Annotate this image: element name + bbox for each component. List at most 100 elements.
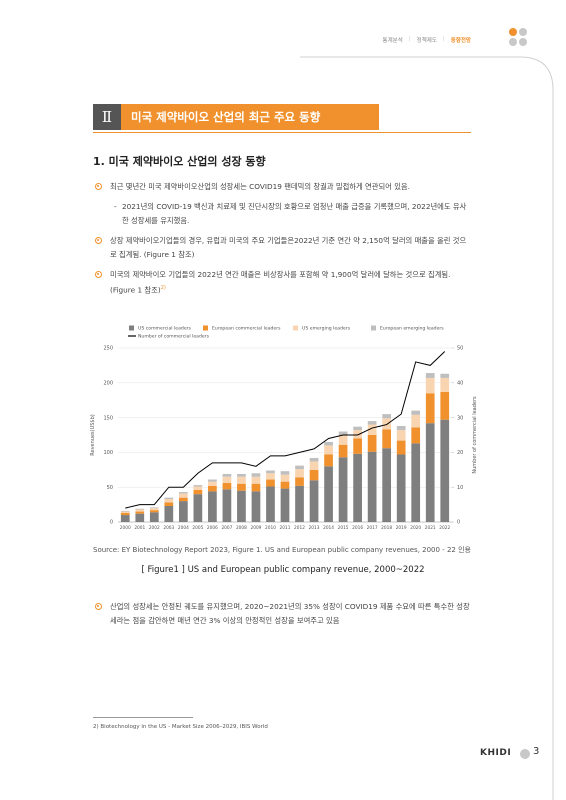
- legend-label: European commercial leaders: [212, 326, 281, 332]
- y-tick-label: 50: [107, 485, 113, 491]
- bar-segment: [295, 477, 304, 486]
- nav-item[interactable]: 정책제도: [416, 38, 437, 44]
- bar-segment: [222, 483, 232, 490]
- bar-segment: [222, 473, 232, 477]
- x-tick-label: 2008: [236, 525, 247, 531]
- y2-tick-label: 0: [457, 520, 460, 526]
- bar-segment: [164, 499, 174, 503]
- legend-label: European emerging leaders: [380, 326, 444, 332]
- bar-segment: [120, 511, 130, 513]
- x-tick-label: 2018: [381, 525, 392, 531]
- bar-segment: [411, 414, 421, 428]
- bar-segment: [178, 497, 188, 502]
- bar-segment: [135, 511, 145, 514]
- bar-segment: [411, 427, 421, 444]
- bar-segment: [222, 476, 232, 484]
- bar-segment: [120, 512, 130, 516]
- x-tick-label: 2022: [439, 525, 450, 531]
- x-tick-label: 2020: [410, 525, 421, 531]
- bar-segment: [324, 445, 333, 455]
- bar-segment: [309, 461, 319, 470]
- bar-segment: [149, 512, 159, 522]
- y2-tick-label: 50: [457, 346, 463, 352]
- logo: KHIDI: [480, 748, 512, 758]
- legend-swatch: [293, 325, 298, 331]
- bar-segment: [251, 491, 261, 522]
- bar-segment: [382, 418, 392, 430]
- bar-segment: [411, 410, 421, 415]
- deco-dot: [519, 38, 527, 46]
- bar-segment: [237, 483, 246, 491]
- x-tick-label: 2014: [323, 525, 334, 531]
- bar-segment: [193, 494, 203, 522]
- bar-segment: [135, 508, 145, 510]
- bar-segment: [353, 426, 362, 431]
- figure-caption: [ Figure1 ] US and European public compa…: [141, 565, 425, 575]
- x-tick-label: 2012: [294, 525, 305, 531]
- y-tick-label: 150: [103, 415, 113, 421]
- bar-segment: [396, 440, 406, 455]
- bar-segment: [208, 481, 217, 486]
- x-tick-label: 2016: [352, 525, 363, 531]
- bar-segment: [149, 510, 159, 513]
- bar-segment: [309, 457, 319, 462]
- chart: US commercial leaders European commercial…: [90, 325, 478, 531]
- bar-segment: [120, 510, 130, 512]
- bar-segment: [396, 430, 406, 441]
- page-dot: [520, 749, 530, 759]
- bar-segment: [237, 473, 246, 477]
- bar-segment: [338, 435, 348, 445]
- legend-swatch: [371, 325, 376, 331]
- bullet: 미국의 제약바이오 기업들의 2022년 연간 매출은 비상장사를 포함해 약 …: [95, 268, 470, 296]
- footnote-ref[interactable]: 2): [160, 284, 166, 291]
- legend-label: Number of commercial leaders: [138, 334, 210, 340]
- legend-label: US emerging leaders: [302, 326, 351, 332]
- bar-segment: [396, 454, 406, 522]
- x-tick-label: 2002: [149, 525, 160, 531]
- bullet-icon: [95, 183, 102, 190]
- bar-segment: [178, 493, 188, 498]
- page-border: [300, 56, 554, 800]
- bar-segment: [338, 431, 348, 435]
- bar-segment: [178, 501, 188, 522]
- bar-segment: [251, 473, 261, 477]
- y-tick-label: 0: [110, 520, 113, 526]
- bar-segment: [164, 505, 174, 522]
- bullet-text: 상장 제약바이오기업들의 경우, 유럽과 미국의 주요 기업들은2022년 기준…: [110, 236, 467, 259]
- bar-segment: [382, 414, 392, 419]
- y2-axis-label: Number of commercial leaders: [472, 396, 478, 474]
- y-tick-label: 100: [103, 450, 113, 456]
- bar-segment: [120, 515, 130, 522]
- section-title: 미국 제약바이오 산업의 최근 주요 동향: [121, 104, 379, 130]
- bar-segment: [222, 489, 232, 522]
- bar-segment: [193, 486, 203, 490]
- bar-segment: [411, 443, 421, 522]
- bullet-text: 미국의 제약바이오 기업들의 2022년 연간 매출은 비상장사를 포함해 약 …: [110, 270, 451, 294]
- x-tick-label: 2007: [221, 525, 232, 531]
- bar-segment: [324, 441, 333, 446]
- section-number: Ⅱ: [93, 104, 121, 130]
- x-tick-label: 2013: [309, 525, 320, 531]
- bar-segment: [425, 377, 435, 394]
- x-tick-label: 2004: [178, 525, 189, 531]
- bar-segment: [280, 474, 290, 482]
- y-tick-label: 200: [103, 381, 113, 387]
- section-rule: [93, 132, 471, 133]
- sub-bullet: -2021년의 COVID-19 백신과 치료제 및 진단시장의 호황으로 엄청…: [114, 200, 472, 227]
- footnote-rule: [93, 717, 193, 718]
- bar-segment: [295, 485, 304, 522]
- bar-segment: [208, 479, 217, 482]
- bar-segment: [425, 423, 435, 522]
- nav-item[interactable]: 통계분석: [382, 38, 403, 44]
- nav-item[interactable]: 동향전망: [450, 38, 471, 44]
- bar-segment: [367, 435, 377, 452]
- y2-tick-label: 40: [457, 381, 463, 387]
- bar-segment: [295, 465, 304, 470]
- bar-segment: [324, 466, 333, 522]
- bar-segment: [280, 471, 290, 475]
- bullet-icon: [95, 271, 102, 278]
- bar-segment: [280, 488, 290, 522]
- line-series: [125, 351, 446, 509]
